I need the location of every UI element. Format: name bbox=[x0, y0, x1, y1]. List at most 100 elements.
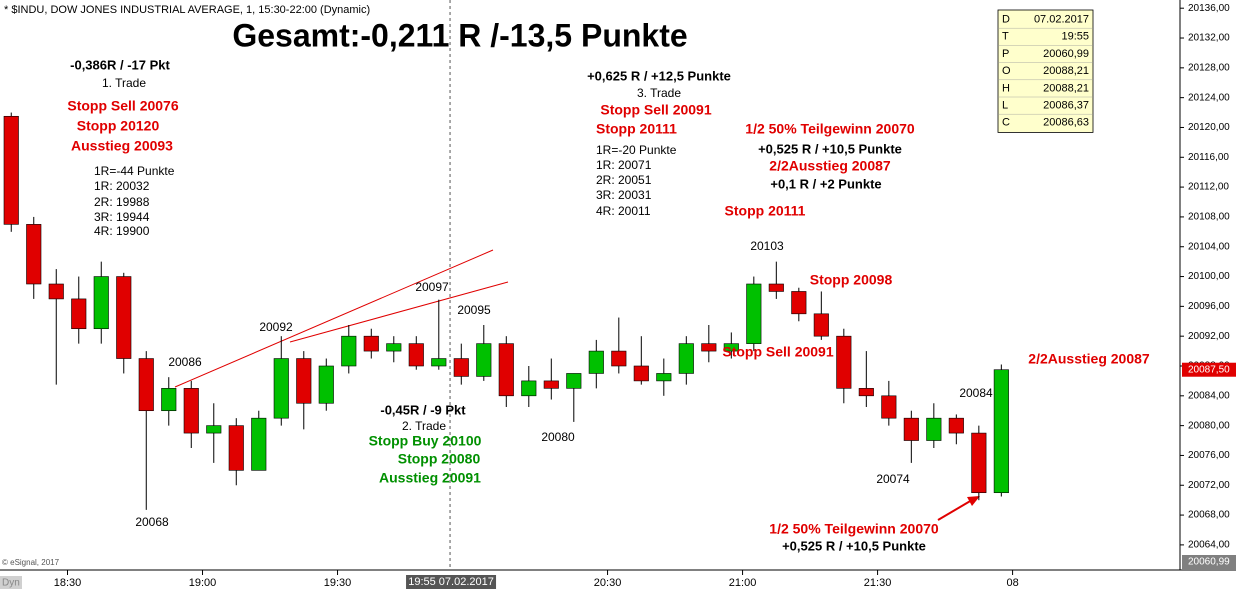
candle-body bbox=[183, 388, 199, 434]
candle-body bbox=[521, 380, 537, 397]
mode-box bbox=[0, 576, 22, 589]
info-key: C bbox=[1002, 117, 1010, 129]
annotation: 20095 bbox=[457, 303, 491, 317]
annotation: 3. Trade bbox=[637, 86, 681, 100]
y-tick-label: 20116,00 bbox=[1188, 152, 1229, 163]
info-value: 20086,37 bbox=[1043, 100, 1089, 112]
candle-body bbox=[948, 417, 964, 434]
info-key: D bbox=[1002, 14, 1010, 26]
candle-body bbox=[678, 343, 694, 374]
info-box bbox=[997, 9, 1094, 133]
candle-body bbox=[453, 358, 469, 377]
candle-body bbox=[273, 358, 289, 419]
candle-body bbox=[386, 343, 402, 352]
info-key: T bbox=[1002, 31, 1009, 43]
candle-body bbox=[836, 335, 852, 389]
y-tick-label: 20096,00 bbox=[1188, 301, 1230, 312]
annotation: 1R: 20032 bbox=[94, 179, 150, 193]
candle-body bbox=[71, 298, 87, 330]
y-tick-label: 20076,00 bbox=[1188, 450, 1230, 461]
y-tick-label: 20100,00 bbox=[1188, 271, 1230, 282]
info-value: 19:55 bbox=[1061, 31, 1089, 43]
trend-line bbox=[289, 281, 509, 343]
candle-body bbox=[656, 373, 672, 382]
candle-body bbox=[318, 365, 334, 404]
annotation: Stopp 20120 bbox=[77, 118, 160, 134]
y-tick-label: 20084,00 bbox=[1188, 390, 1230, 401]
candle-body bbox=[206, 425, 222, 434]
annotation: 1R=-20 Punkte bbox=[596, 143, 677, 157]
annotation: 20084 bbox=[959, 386, 993, 400]
annotation: Stopp Sell 20091 bbox=[722, 344, 833, 360]
y-tick-label: 20080,00 bbox=[1188, 420, 1230, 431]
x-tick-label: 18:30 bbox=[54, 577, 82, 589]
info-value: 07.02.2017 bbox=[1034, 14, 1089, 26]
price-marker-label: 20060,99 bbox=[1188, 557, 1230, 568]
annotation: +0,525 R / +10,5 Punkte bbox=[758, 141, 902, 156]
annotation: 2/2Ausstieg 20087 bbox=[769, 158, 891, 174]
cursor-label: 19:55 07.02.2017 bbox=[408, 576, 494, 588]
annotation: 3R: 20031 bbox=[596, 188, 652, 202]
y-tick-label: 20136,00 bbox=[1188, 3, 1230, 14]
candle-body bbox=[903, 417, 919, 441]
candle-body bbox=[633, 365, 649, 382]
annotation: 4R: 19900 bbox=[94, 224, 150, 238]
annotation: Stopp 20098 bbox=[810, 272, 893, 288]
y-tick-label: 20132,00 bbox=[1188, 33, 1230, 44]
info-key: P bbox=[1002, 48, 1009, 60]
price-marker-box bbox=[1182, 555, 1236, 569]
annotation: Stopp 20111 bbox=[596, 121, 677, 137]
y-tick-label: 20128,00 bbox=[1188, 62, 1230, 73]
y-tick-label: 20104,00 bbox=[1188, 241, 1230, 252]
annotation: +0,525 R / +10,5 Punkte bbox=[782, 538, 926, 553]
info-key: O bbox=[1002, 65, 1011, 77]
x-tick-label: 20:30 bbox=[594, 577, 622, 589]
y-tick-label: 20068,00 bbox=[1188, 510, 1230, 521]
chart-subtitle: * $INDU, DOW JONES INDUSTRIAL AVERAGE, 1… bbox=[4, 4, 370, 16]
candle-body bbox=[341, 335, 357, 367]
annotation: 2R: 19988 bbox=[94, 195, 150, 209]
candle-body bbox=[161, 388, 177, 412]
candle-body bbox=[746, 283, 762, 344]
candle-body bbox=[228, 425, 244, 471]
trend-line bbox=[174, 249, 494, 388]
arrow bbox=[937, 499, 973, 521]
info-key: L bbox=[1002, 100, 1008, 112]
annotation: 1/2 50% Teilgewinn 20070 bbox=[769, 521, 939, 537]
candle-body bbox=[813, 313, 829, 337]
y-tick-label: 20108,00 bbox=[1188, 212, 1230, 223]
candle-body bbox=[296, 358, 312, 404]
candle-body bbox=[3, 115, 19, 225]
candle-body bbox=[588, 350, 604, 374]
x-tick-label: 21:00 bbox=[729, 577, 757, 589]
candle-body bbox=[48, 283, 64, 300]
y-tick-label: 20072,00 bbox=[1188, 480, 1230, 491]
annotation: 20068 bbox=[135, 515, 169, 529]
price-marker-box bbox=[1182, 362, 1236, 377]
y-tick-label: 20092,00 bbox=[1188, 331, 1230, 342]
x-tick-label: 21:30 bbox=[864, 577, 892, 589]
candle-body bbox=[723, 343, 739, 352]
candle-body bbox=[566, 373, 582, 389]
candle-body bbox=[251, 417, 267, 471]
annotation: 1R: 20071 bbox=[596, 158, 652, 172]
chart-title: Gesamt:-0,211 R /-13,5 Punkte bbox=[232, 17, 687, 53]
candle-body bbox=[858, 388, 874, 397]
info-value: 20088,21 bbox=[1043, 82, 1089, 94]
candle-body bbox=[543, 380, 559, 389]
annotation: 20092 bbox=[259, 320, 293, 334]
candle-body bbox=[116, 276, 132, 359]
annotation: 20080 bbox=[541, 430, 575, 444]
candle-body bbox=[611, 350, 627, 367]
annotation: 20097 bbox=[415, 280, 449, 294]
annotation: -0,386R / -17 Pkt bbox=[70, 57, 170, 72]
candle-body bbox=[476, 343, 492, 377]
candle-body bbox=[93, 276, 109, 330]
annotation: 3R: 19944 bbox=[94, 210, 150, 224]
annotation: 1. Trade bbox=[102, 76, 146, 90]
price-marker-label: 20087,50 bbox=[1188, 364, 1230, 375]
info-value: 20088,21 bbox=[1043, 65, 1089, 77]
x-tick-label: 19:30 bbox=[324, 577, 352, 589]
annotation: -0,45R / -9 Pkt bbox=[380, 402, 466, 417]
